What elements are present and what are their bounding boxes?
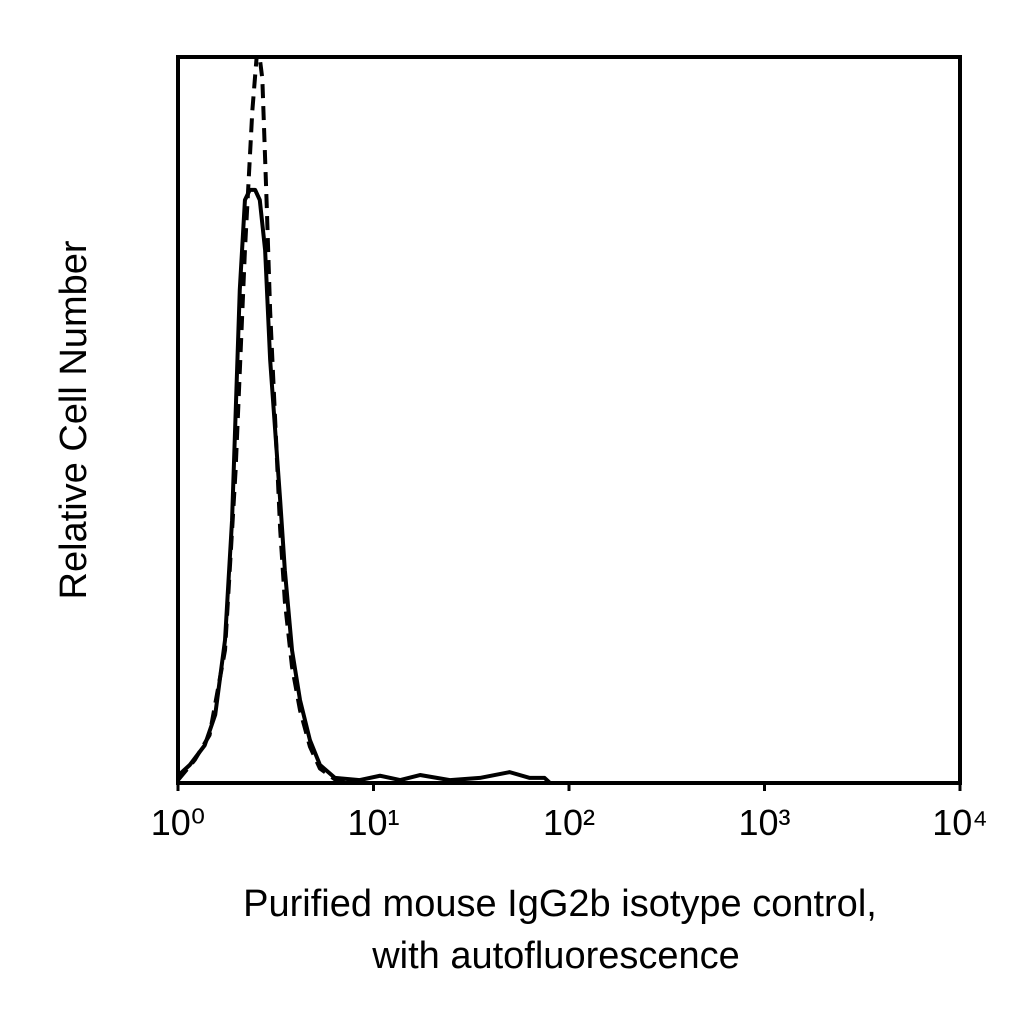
x-tick-label: 10³ (738, 802, 790, 843)
x-tick-label: 10² (543, 802, 595, 843)
series-line (178, 187, 552, 783)
x-tick-label: 10⁰ (151, 802, 205, 843)
y-axis-label: Relative Cell Number (53, 240, 95, 599)
x-tick-label: 10¹ (347, 802, 399, 843)
series (178, 187, 552, 783)
series (178, 57, 355, 783)
x-axis-label: with autofluorescence (371, 935, 740, 977)
plot-frame (176, 55, 962, 785)
series-line (178, 57, 355, 783)
x-axis-label: Purified mouse IgG2b isotype control, (243, 883, 877, 925)
x-tick-label: 10⁴ (932, 802, 988, 843)
